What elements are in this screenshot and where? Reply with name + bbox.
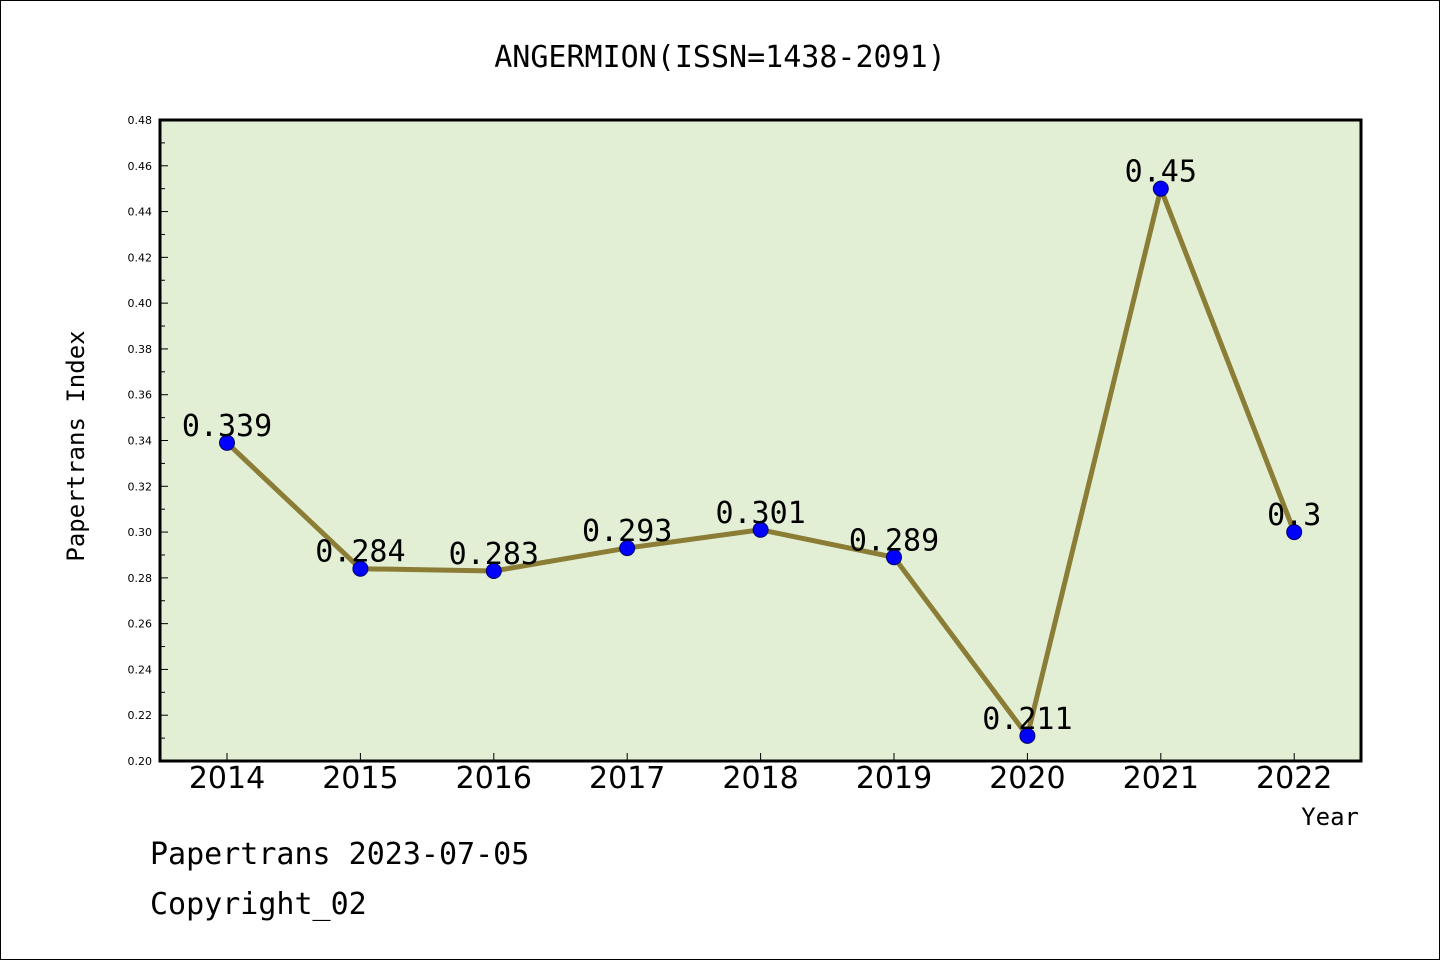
data-point: [219, 434, 235, 451]
chart-title: ANGERMION(ISSN=1438-2091): [494, 40, 946, 75]
data-point: [485, 562, 502, 579]
x-tick-label: 2016: [456, 761, 532, 796]
data-labels: 0.339 0.284 0.283 0.293 0.301 0.289 0.211 0.45 0…: [182, 155, 1321, 737]
y-tick-label: 0.32: [128, 480, 153, 493]
data-label: 0.211: [982, 702, 1072, 737]
x-axis: 2014 2015 2016 2017 2018 2019 2020 2021 2022: [189, 753, 1332, 796]
data-markers: [219, 180, 1303, 744]
data-label: 0.289: [849, 523, 939, 558]
x-tick-label: 2017: [589, 761, 665, 796]
data-label: 0.45: [1125, 155, 1197, 190]
x-tick-label: 2020: [989, 761, 1065, 796]
data-point: [1152, 180, 1169, 197]
y-tick-label: 0.24: [128, 663, 153, 676]
data-label: 0.301: [715, 496, 805, 531]
y-tick-label: 0.36: [128, 389, 153, 402]
footer-copyright: Copyright_02: [150, 887, 367, 922]
x-tick-label: 2014: [189, 761, 265, 796]
data-point: [619, 540, 636, 557]
y-tick-label: 0.40: [128, 297, 153, 310]
x-tick-label: 2022: [1256, 761, 1332, 796]
x-tick-label: 2015: [322, 761, 398, 796]
data-point: [1286, 524, 1303, 541]
data-point: [752, 521, 769, 538]
data-point: [886, 549, 902, 566]
y-tick-label: 0.26: [128, 618, 153, 631]
y-tick-label: 0.22: [128, 709, 153, 722]
data-label: 0.3: [1267, 498, 1321, 533]
y-tick-label: 0.48: [128, 114, 153, 127]
x-tick-label: 2019: [856, 761, 932, 796]
y-tick-label: 0.30: [128, 526, 153, 539]
y-tick-label: 0.38: [128, 343, 153, 356]
x-axis-label: Year: [1301, 803, 1359, 831]
data-label: 0.339: [182, 409, 272, 444]
data-point: [1019, 727, 1036, 744]
y-axis-label: Papertrans Index: [62, 330, 90, 561]
x-tick-label: 2018: [722, 761, 798, 796]
y-axis: 0.20 0.22 0.24 0.26 0.28 0.30 0.32 0.34 0.36 0.38…: [128, 114, 168, 768]
y-tick-label: 0.34: [128, 435, 153, 448]
data-label: 0.293: [582, 514, 672, 549]
footer-date: Papertrans 2023-07-05: [150, 837, 529, 872]
y-tick-label: 0.46: [128, 160, 153, 173]
data-label: 0.284: [315, 535, 405, 570]
data-point: [352, 560, 369, 577]
y-tick-label: 0.28: [128, 572, 153, 585]
data-label: 0.283: [449, 537, 539, 572]
y-tick-label: 0.44: [128, 206, 153, 219]
x-tick-label: 2021: [1123, 761, 1199, 796]
y-tick-label: 0.42: [128, 251, 153, 264]
plot-area: [158, 118, 1363, 763]
y-tick-label: 0.20: [128, 755, 153, 768]
